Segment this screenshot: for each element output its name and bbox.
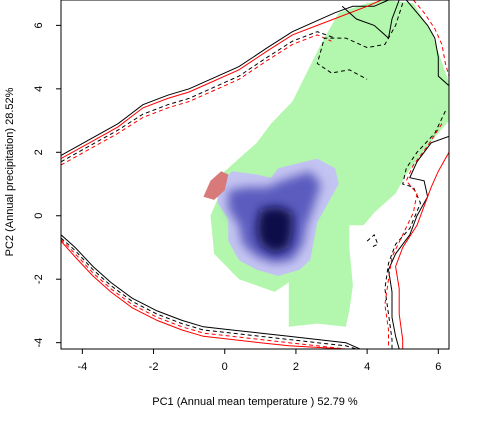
- contour-line-black-dashed: [366, 233, 379, 248]
- y-tick-label: -4: [33, 338, 45, 348]
- contour-line-black-solid: [387, 135, 449, 349]
- contour-line-black-dashed: [384, 110, 446, 349]
- contour-line-red-dashed: [413, 0, 449, 77]
- x-tick-label: -2: [149, 361, 159, 373]
- y-axis-label: PC2 (Annual precipitation) 28.52%: [4, 87, 16, 256]
- contour-line-black-dashed: [61, 237, 357, 349]
- y-tick-label: 4: [33, 86, 45, 92]
- contour-line-red-dashed: [61, 34, 332, 166]
- x-tick-label: 2: [293, 361, 299, 373]
- contour-line-red-dashed: [384, 123, 443, 349]
- y-tick-label: 2: [33, 149, 45, 155]
- contour-line-black-solid: [405, 0, 449, 87]
- region-blue-core: [256, 206, 293, 254]
- contour-line-red-solid: [61, 240, 346, 349]
- plot-frame: [60, 0, 450, 350]
- contour-line-red-solid: [395, 152, 449, 349]
- contour-line-black-solid: [61, 0, 389, 156]
- x-axis: -4 -2 0 2 4 6: [77, 349, 441, 373]
- contour-line-red-solid: [61, 0, 382, 160]
- y-axis: -4 -2 0 2 4 6: [33, 22, 61, 348]
- y-tick-label: 6: [33, 22, 45, 28]
- contour-line-black-dashed: [61, 31, 336, 163]
- region-green: [210, 0, 449, 327]
- x-tick-label: -4: [77, 361, 87, 373]
- y-tick-label: 0: [33, 213, 45, 219]
- y-tick-label: -2: [33, 274, 45, 284]
- x-tick-label: 4: [364, 361, 370, 373]
- x-axis-label: PC1 (Annual mean temperature ) 52.79 %: [152, 396, 358, 408]
- x-tick-label: 0: [222, 361, 228, 373]
- contour-line-black-solid: [61, 234, 361, 349]
- contour-line-black-solid: [341, 0, 400, 40]
- plot-area: [61, 0, 449, 349]
- x-tick-label: 6: [435, 361, 441, 373]
- contour-line-red-dashed: [61, 239, 346, 349]
- region-red: [203, 171, 229, 200]
